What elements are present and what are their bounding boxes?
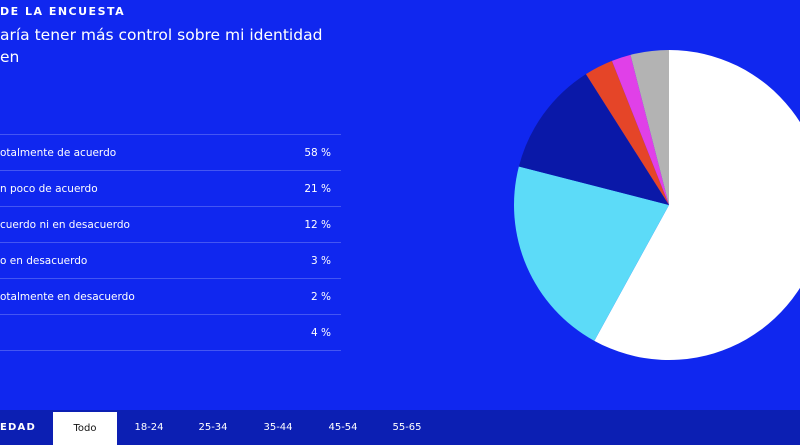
result-row: cuerdo ni en desacuerdo 12 % [0,207,341,243]
result-row: n poco de acuerdo 21 % [0,171,341,207]
result-row: o en desacuerdo 3 % [0,243,341,279]
pie-slice-ni-acuerdo [518,74,669,205]
result-value: 4 % [311,326,331,339]
result-value: 21 % [304,182,331,195]
pie-slice-poco-acuerdo [514,166,669,341]
survey-kicker: DE LA ENCUESTA [0,5,126,18]
tab-45-54[interactable]: 45-54 [328,422,358,433]
result-value: 3 % [311,254,331,267]
tab-35-44[interactable]: 35-44 [263,422,293,433]
age-filter-label: EDAD [0,422,36,433]
result-label: otalmente de acuerdo [0,146,117,159]
result-row: otalmente en desacuerdo 2 % [0,279,341,315]
tab-25-34[interactable]: 25-34 [198,422,228,433]
pie-slice-totalmente-acuerdo [594,50,800,360]
results-table: otalmente de acuerdo 58 % n poco de acue… [0,134,341,351]
pie-slice-totalmente-desacuerdo [611,54,669,205]
result-label: otalmente en desacuerdo [0,290,135,303]
result-row: otalmente de acuerdo 58 % [0,135,341,171]
age-tab-bar: EDAD Todo 18-24 25-34 35-44 45-54 55-65 [0,410,800,445]
result-label: n poco de acuerdo [0,182,98,195]
result-value: 58 % [304,146,331,159]
result-row: 4 % [0,315,341,351]
tab-todo[interactable]: Todo [53,412,117,445]
pie-chart [490,40,800,370]
result-value: 12 % [304,218,331,231]
pie-slice-otro [630,50,669,205]
pie-chart-svg [514,50,800,360]
result-label: o en desacuerdo [0,254,88,267]
result-value: 2 % [311,290,331,303]
tab-18-24[interactable]: 18-24 [134,422,164,433]
survey-question: aría tener más control sobre mi identida… [0,26,323,66]
tab-55-65[interactable]: 55-65 [392,422,422,433]
pie-slice-poco-desacuerdo [585,60,669,205]
result-label: cuerdo ni en desacuerdo [0,218,130,231]
